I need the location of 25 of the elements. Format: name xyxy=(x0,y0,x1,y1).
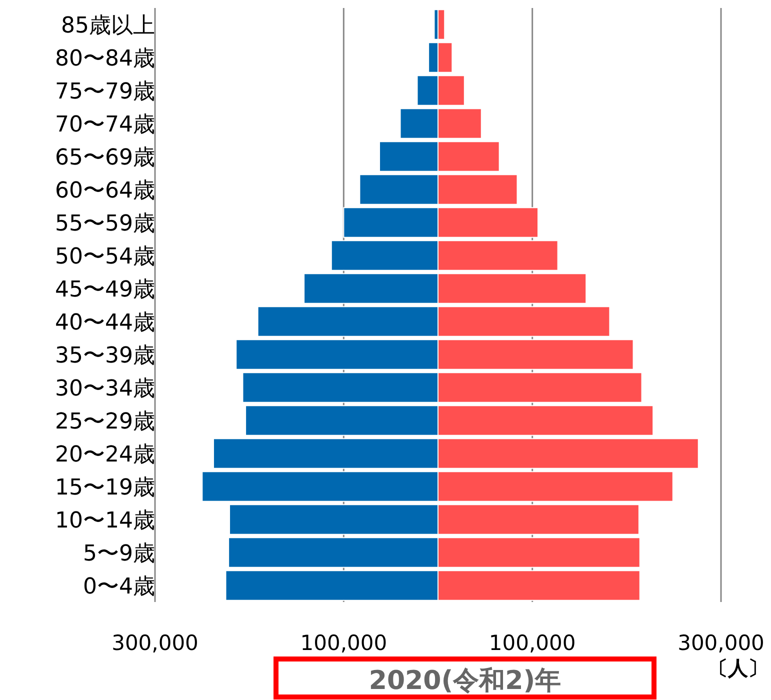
x-tick-label: 100,000 xyxy=(488,631,576,655)
y-tick-label: 35〜39歳 xyxy=(55,344,155,368)
y-tick-label: 10〜14歳 xyxy=(55,508,155,534)
y-tick-label: 85歳以上 xyxy=(61,14,155,38)
y-tick-label: 60〜64歳 xyxy=(55,178,155,204)
y-tick-label: 0〜4歳 xyxy=(83,574,155,600)
x-axis-title: 〔人〕 xyxy=(708,656,768,680)
x-tick-label: 300,000 xyxy=(112,631,198,655)
text: 2020(令和2)年 xyxy=(368,666,562,696)
y-tick-label: 50〜54歳 xyxy=(55,244,155,270)
y-tick-label: 40〜44歳 xyxy=(55,310,155,336)
y-tick-label: 75〜79歳 xyxy=(55,80,155,104)
y-tick-label: 30〜34歳 xyxy=(55,376,155,402)
y-tick-label: 80〜84歳 xyxy=(55,46,155,72)
x-tick-label: 100,000 xyxy=(300,631,388,655)
y-tick-label: 15〜19歳 xyxy=(55,476,155,500)
y-tick-label: 70〜74歳 xyxy=(55,112,155,138)
x-tick-label: 300,000 xyxy=(678,631,764,655)
bar xyxy=(438,9,446,40)
y-tick-label: 55〜59歳 xyxy=(55,212,155,236)
y-tick-label: 5〜9歳 xyxy=(83,542,155,566)
y-tick-label: 45〜49歳 xyxy=(55,278,155,302)
y-tick-label: 25〜29歳 xyxy=(55,410,155,434)
y-tick-label: 20〜24歳 xyxy=(55,442,155,468)
y-tick-label: 65〜69歳 xyxy=(55,146,155,170)
